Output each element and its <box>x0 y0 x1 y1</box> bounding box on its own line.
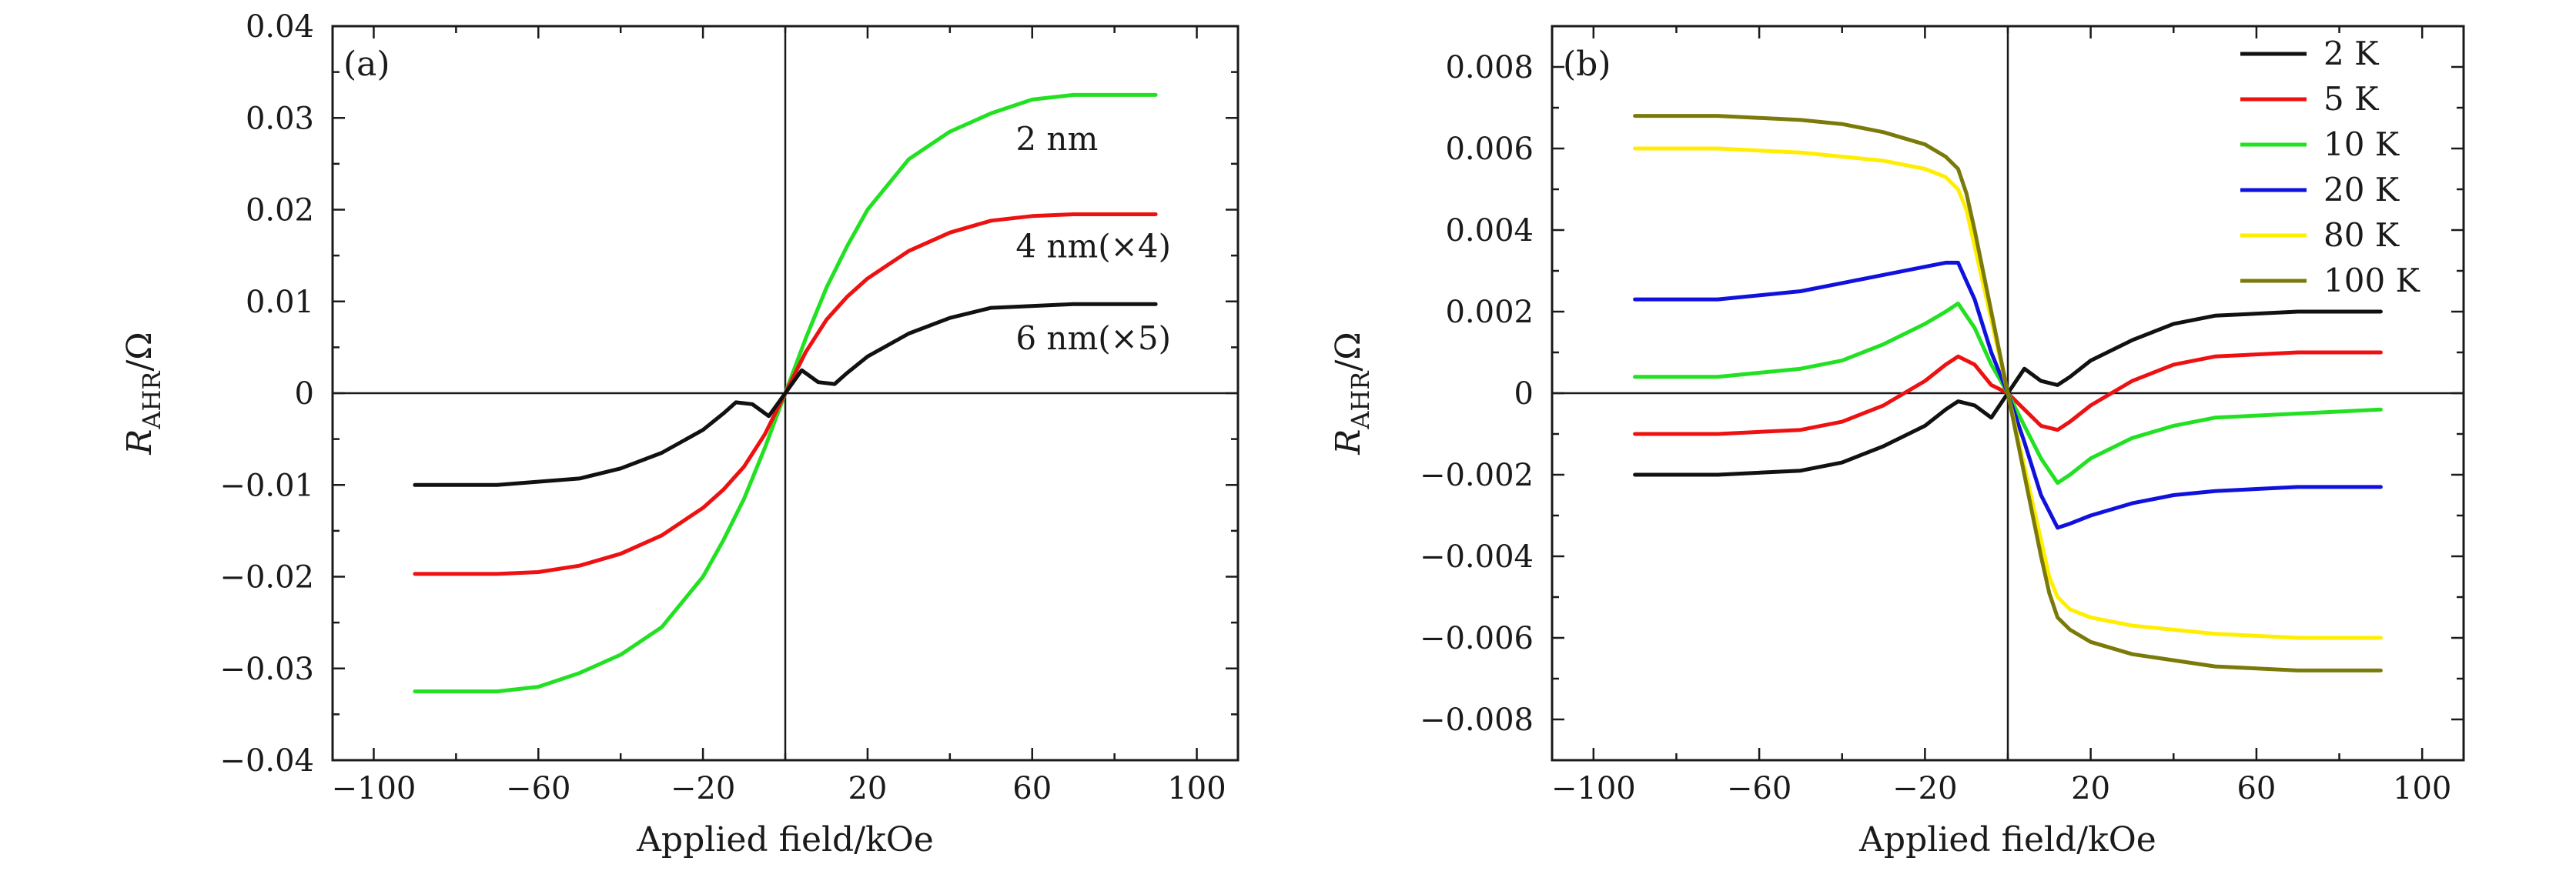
y-axis-title-unit: /Ω <box>120 332 159 371</box>
legend-label: 10 K <box>2323 125 2400 163</box>
series-label: 2 nm <box>1015 120 1098 158</box>
y-tick-label: −0.01 <box>219 468 314 503</box>
legend-label: 80 K <box>2323 216 2400 254</box>
legend-label: 20 K <box>2323 171 2400 209</box>
legend-label: 100 K <box>2323 262 2421 299</box>
y-tick-label: 0.002 <box>1445 295 1534 330</box>
y-tick-label: 0.008 <box>1445 50 1534 85</box>
x-tick-label: −60 <box>1727 771 1791 806</box>
y-tick-label: 0.004 <box>1445 213 1534 249</box>
panel-label: (a) <box>343 45 390 84</box>
y-axis-title-subscript: AHR <box>1346 371 1375 430</box>
x-tick-label: 60 <box>1012 771 1052 806</box>
y-tick-label: −0.004 <box>1420 539 1534 575</box>
panel-a: −100 −60 −20 20 60 100 0.04 0.03 0.02 0.01 0 −0.01 −… <box>120 9 1239 859</box>
y-tick-label: 0.03 <box>246 101 314 136</box>
y-tick-label: −0.008 <box>1420 702 1534 738</box>
y-tick-label: −0.002 <box>1420 458 1534 493</box>
y-axis-title: RAHR/Ω <box>120 332 166 456</box>
series-line-100-K <box>1633 114 2383 672</box>
legend-label: 2 K <box>2323 35 2380 72</box>
x-axis-title: Applied field/kOe <box>1858 820 2156 859</box>
panel-b: −100 −60 −20 20 60 100 0.008 0.006 0.004 0.002 0 −0… <box>1329 25 2465 859</box>
y-tick-label: 0.04 <box>246 9 314 45</box>
x-axis-title: Applied field/kOe <box>636 820 934 859</box>
x-tick-label: 20 <box>2071 771 2110 806</box>
x-tick-label: 100 <box>1167 771 1226 806</box>
y-tick-label: 0.02 <box>246 193 314 229</box>
y-tick-label: 0.006 <box>1445 132 1534 167</box>
y-tick-label: −0.02 <box>219 560 314 596</box>
x-tick-label: −60 <box>506 771 570 806</box>
y-tick-label: 0 <box>295 376 314 412</box>
y-tick-label: −0.006 <box>1420 621 1534 656</box>
x-tick-label: −100 <box>332 771 417 806</box>
x-tick-label: −100 <box>1551 771 1636 806</box>
y-tick-label: −0.03 <box>219 652 314 687</box>
series-line-6-nm <box>413 302 1158 487</box>
y-axis-title-subscript: AHR <box>137 371 166 430</box>
y-tick-label: 0 <box>1514 376 1534 412</box>
y-tick-label: 0.01 <box>246 285 314 320</box>
series-label: 6 nm(×5) <box>1015 319 1171 357</box>
panel-label: (b) <box>1563 45 1611 84</box>
y-axis-title-main: R <box>1329 429 1368 456</box>
y-axis-title-unit: /Ω <box>1329 332 1368 371</box>
x-tick-label: 20 <box>848 771 887 806</box>
x-tick-label: −20 <box>671 771 735 806</box>
x-tick-label: −20 <box>1892 771 1957 806</box>
legend-label: 5 K <box>2323 80 2380 118</box>
y-tick-label: −0.04 <box>219 743 314 779</box>
series-label: 4 nm(×4) <box>1015 228 1171 265</box>
x-tick-label: 100 <box>2393 771 2451 806</box>
y-axis-title-main: R <box>120 429 159 456</box>
x-tick-label: 60 <box>2236 771 2276 806</box>
y-axis-title: RAHR/Ω <box>1329 332 1375 456</box>
